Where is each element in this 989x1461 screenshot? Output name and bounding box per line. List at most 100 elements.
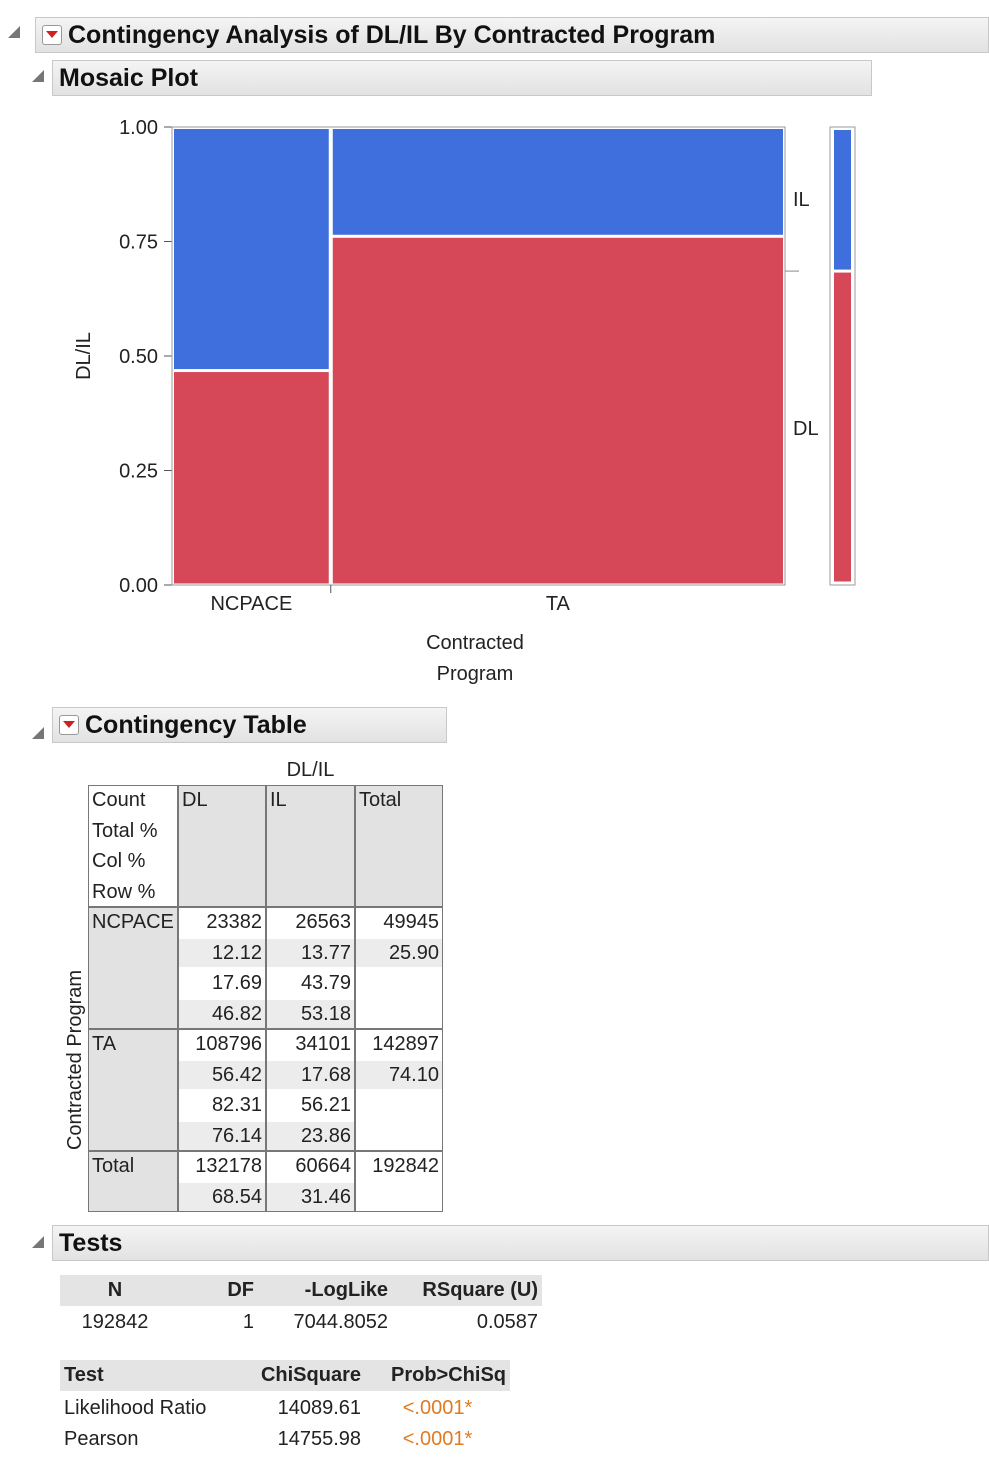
stat-label: Row %: [92, 880, 156, 903]
row-header: Total: [92, 1155, 135, 1177]
table-value: 12.12: [211, 941, 262, 964]
x-tick-label: TA: [546, 593, 571, 615]
row-shade: [267, 999, 354, 1028]
summary-header: -LogLike: [304, 1279, 388, 1301]
table-value: 76.14: [211, 1124, 262, 1147]
table-value: 108796: [195, 1033, 262, 1055]
row-shade: [179, 938, 265, 967]
row-shade: [267, 938, 354, 967]
table-value: 23382: [206, 911, 262, 933]
level-label: IL: [793, 189, 810, 211]
row-shade: [267, 1060, 354, 1089]
summary-value: 0.0587: [476, 1311, 538, 1333]
marginal-cell: [834, 272, 851, 582]
mosaic-cell: [174, 129, 329, 370]
table-cell-bg: [355, 907, 443, 1029]
table-cell-bg: [355, 1151, 443, 1212]
table-value: 53.18: [300, 1002, 351, 1025]
table-value: 17.68: [300, 1063, 351, 1086]
stat-label: Count: [92, 789, 146, 811]
table-value: 56.42: [211, 1063, 262, 1086]
y-tick-label: 1.00: [119, 117, 158, 139]
mosaic-cell: [332, 129, 783, 235]
table-value: 25.90: [388, 941, 439, 964]
p-value: <.0001*: [402, 1397, 473, 1419]
table-value: 74.10: [388, 1063, 439, 1086]
p-value: <.0001*: [402, 1428, 473, 1450]
table-value: 23.86: [300, 1124, 351, 1147]
level-label: DL: [793, 418, 819, 440]
table-cell-bg: [355, 1029, 443, 1151]
table-cell-bg: [88, 907, 178, 1029]
y-tick-label: 0.50: [119, 346, 158, 368]
summary-value: 192842: [81, 1311, 149, 1333]
marginal-frame: [829, 126, 856, 586]
row-shade: [179, 1060, 265, 1089]
table-cell-bg: [88, 785, 178, 907]
mosaic-cell: [332, 237, 783, 584]
column-header: Total: [359, 789, 402, 811]
table-value: 68.54: [211, 1185, 262, 1208]
marginal-cell: [834, 130, 851, 270]
row-header: NCPACE: [92, 911, 174, 933]
mosaic-cell: [174, 372, 329, 584]
row-shade: [179, 1121, 265, 1150]
test-value: Likelihood Ratio: [64, 1397, 207, 1419]
table-value: 17.69: [211, 972, 262, 994]
column-header: IL: [270, 789, 287, 811]
row-shade: [356, 938, 442, 967]
plot-frame: [171, 126, 786, 586]
table-value: 43.79: [300, 972, 351, 994]
test-value: Pearson: [64, 1428, 139, 1450]
table-value: 26563: [295, 911, 351, 933]
disclosure-icon[interactable]: [32, 727, 44, 739]
column-header: DL: [182, 789, 208, 811]
test-header: Prob>ChiSq: [390, 1364, 506, 1386]
table-cell-bg: [178, 785, 266, 907]
table-cell-bg: [266, 785, 355, 907]
y-tick-label: 0.75: [119, 232, 158, 254]
disclosure-icon[interactable]: [32, 70, 44, 82]
test-header: Test: [64, 1364, 104, 1386]
section-title: Mosaic Plot: [59, 64, 198, 92]
header-bg: [60, 1275, 542, 1306]
report-header[interactable]: Contingency Analysis of DL/IL By Contrac…: [35, 17, 989, 53]
disclosure-icon[interactable]: [8, 26, 20, 38]
table-value: 34101: [295, 1033, 351, 1055]
row-shade: [267, 1121, 354, 1150]
disclosure-icon[interactable]: [32, 1236, 44, 1248]
section-header[interactable]: Contingency Table: [52, 707, 447, 743]
row-shade: [267, 1182, 354, 1211]
x-axis-label: Contracted Program: [426, 632, 524, 685]
y-tick-label: 0.25: [119, 461, 158, 483]
y-axis-label: DL/IL: [73, 332, 95, 380]
section-title: Contingency Table: [85, 711, 307, 739]
table-cell-bg: [88, 1151, 178, 1212]
table-value: 132178: [195, 1155, 262, 1177]
test-value: 14089.61: [277, 1397, 361, 1419]
table-value: 31.46: [300, 1185, 351, 1208]
report-title: Contingency Analysis of DL/IL By Contrac…: [68, 21, 716, 49]
stat-label: Col %: [92, 850, 146, 872]
table-value: 60664: [295, 1155, 351, 1177]
table-value: 46.82: [211, 1002, 262, 1025]
row-shade: [179, 999, 265, 1028]
test-value: 14755.98: [277, 1428, 361, 1450]
menu-icon[interactable]: [59, 715, 79, 735]
x-tick-label: NCPACE: [210, 593, 292, 615]
menu-icon[interactable]: [42, 25, 62, 45]
summary-header: N: [107, 1279, 123, 1301]
stat-label: Total %: [92, 819, 158, 842]
table-value: 13.77: [300, 941, 351, 964]
section-header[interactable]: Mosaic Plot: [52, 60, 872, 96]
table-value: 192842: [372, 1155, 439, 1177]
table-cell-bg: [355, 785, 443, 907]
y-tick-label: 0.00: [119, 575, 158, 597]
table-value: 82.31: [211, 1094, 262, 1116]
mosaic-plot: 0.00 0.25 0.50 0.75 1.00 DL/IL NCPACE TA IL DL: [73, 117, 856, 615]
row-header: TA: [92, 1033, 117, 1055]
table-value: 49945: [383, 911, 439, 933]
header-bg: [60, 1360, 510, 1391]
